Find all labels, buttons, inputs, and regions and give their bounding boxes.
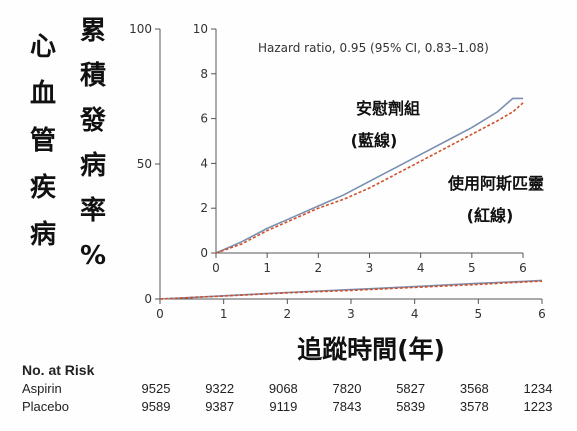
risk-count: 7820 xyxy=(332,381,362,396)
main-x-tick-label: 5 xyxy=(475,307,483,321)
inset-y-tick-label: 4 xyxy=(200,156,208,170)
risk-table-title: No. at Risk xyxy=(22,362,95,378)
y-label-left-char: 血 xyxy=(30,79,57,109)
hazard-ratio-annotation: Hazard ratio, 0.95 (95% CI, 0.83–1.08) xyxy=(258,41,489,55)
inset-x-tick-label: 0 xyxy=(212,261,220,275)
risk-table: No. at Risk Aspirin 9525 9322 9068 7820 5827 3… xyxy=(22,362,572,417)
risk-count: 3578 xyxy=(459,399,489,414)
inset-x-tick-label: 3 xyxy=(366,261,374,275)
main-x-tick-label: 6 xyxy=(538,307,546,321)
inset-y-tick-label: 6 xyxy=(200,112,208,126)
inset-x-tick-label: 4 xyxy=(417,261,425,275)
risk-count: 9068 xyxy=(268,381,298,396)
risk-count: 1223 xyxy=(523,399,553,414)
inset-x-tick-label: 6 xyxy=(519,261,527,275)
inset-y-tick-label: 2 xyxy=(200,201,208,215)
x-axis-label: 追蹤時間(年) xyxy=(297,335,445,364)
y-label-right-char: 累 xyxy=(80,16,107,46)
risk-table-row: Aspirin 9525 9322 9068 7820 5827 3568 1234 xyxy=(22,381,572,399)
inset-background xyxy=(216,29,553,253)
risk-count: 9387 xyxy=(205,399,235,414)
main-y-tick-label: 0 xyxy=(144,292,152,306)
risk-count: 1234 xyxy=(523,381,553,396)
y-label-left-char: 病 xyxy=(30,220,57,250)
risk-row-label: Placebo xyxy=(22,399,69,414)
main-y-tick-label: 50 xyxy=(137,157,152,171)
inset-x-tick-label: 1 xyxy=(263,261,271,275)
risk-count: 9525 xyxy=(141,381,171,396)
risk-count: 5827 xyxy=(396,381,426,396)
risk-count: 7843 xyxy=(332,399,362,414)
y-label-right-char: 率 xyxy=(80,196,107,226)
inset-series-line xyxy=(215,102,524,254)
risk-count: 9322 xyxy=(205,381,235,396)
inset-y-tick-label: 10 xyxy=(193,22,208,36)
placebo-label-note: (藍線) xyxy=(351,131,398,150)
placebo-label: 安慰劑組 xyxy=(356,99,420,118)
inset-x-tick-label: 5 xyxy=(468,261,476,275)
inset-x-tick-label: 2 xyxy=(315,261,323,275)
main-y-tick-label: 100 xyxy=(129,22,152,36)
main-x-tick-label: 1 xyxy=(220,307,228,321)
main-series-line xyxy=(159,280,543,300)
y-label-left-char: 管 xyxy=(30,126,57,156)
y-label-right-char: 病 xyxy=(80,151,107,181)
y-label-right-char: % xyxy=(80,241,107,271)
y-label-left-char: 疾 xyxy=(30,173,57,203)
main-x-tick-label: 4 xyxy=(411,307,419,321)
inset-y-tick-label: 0 xyxy=(200,246,208,260)
inset-y-tick-label: 8 xyxy=(200,67,208,81)
risk-count: 9119 xyxy=(269,399,298,414)
main-x-tick-label: 0 xyxy=(156,307,164,321)
risk-count: 5839 xyxy=(396,399,426,414)
inset-series-line xyxy=(215,97,523,254)
main-x-tick-label: 2 xyxy=(284,307,292,321)
y-label-right-char: 發 xyxy=(80,106,107,136)
aspirin-label-note: (紅線) xyxy=(467,206,514,225)
y-label-left-char: 心 xyxy=(30,32,57,62)
risk-row-label: Aspirin xyxy=(22,381,62,396)
risk-count: 3568 xyxy=(459,381,489,396)
risk-count: 9589 xyxy=(141,399,171,414)
y-axis-label-left: 心血管疾病 xyxy=(30,34,56,269)
y-axis-label-right: 累積發病率% xyxy=(80,18,106,288)
aspirin-label: 使用阿斯匹靈 xyxy=(447,174,544,193)
risk-table-row: Placebo 9589 9387 9119 7843 5839 3578 1223 xyxy=(22,399,572,417)
y-label-right-char: 積 xyxy=(80,61,107,91)
main-x-tick-label: 3 xyxy=(347,307,355,321)
